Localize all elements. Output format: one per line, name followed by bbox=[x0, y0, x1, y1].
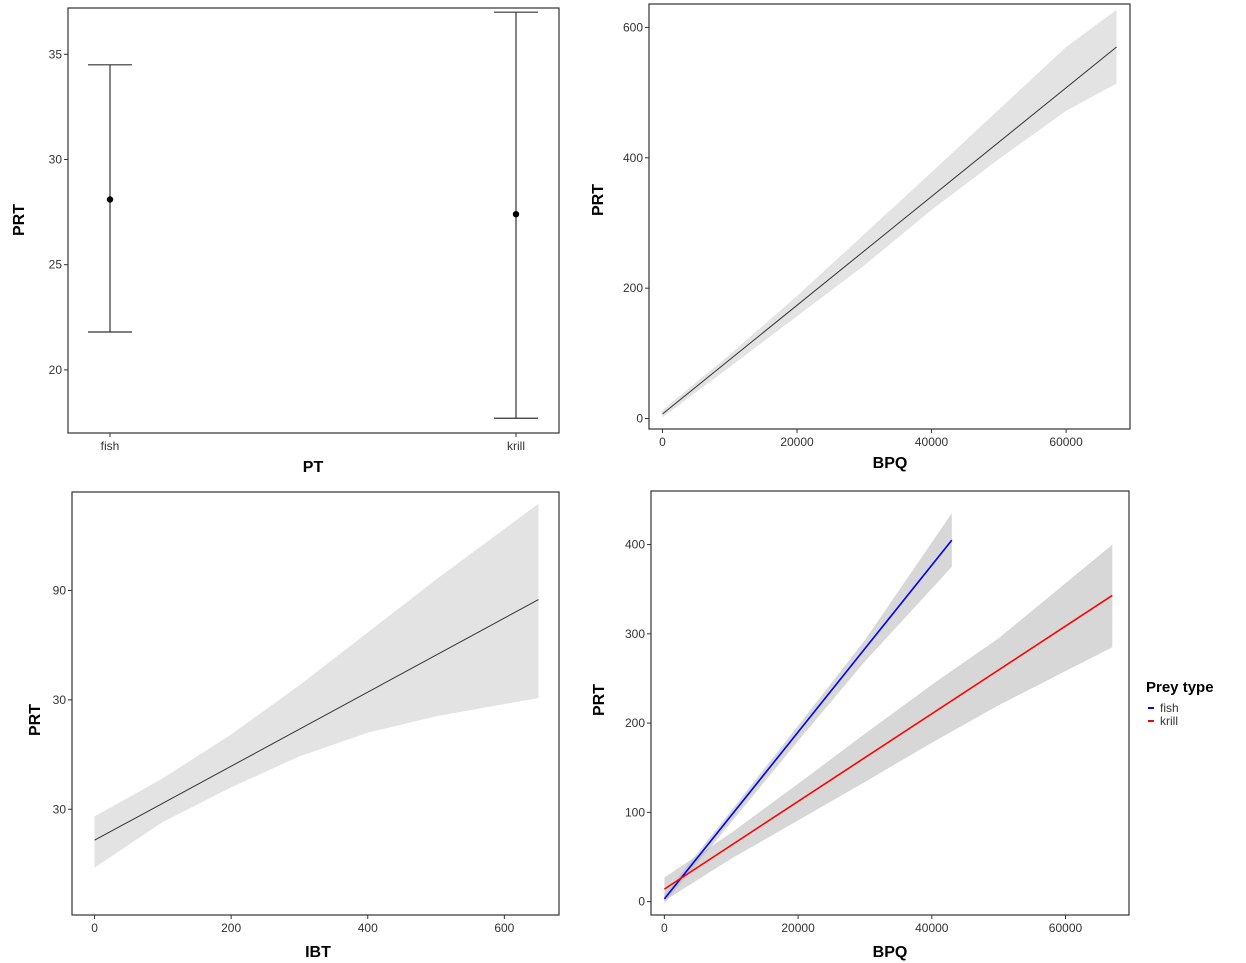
legend-title: Prey type bbox=[1146, 679, 1214, 696]
x-tick-label: krill bbox=[507, 439, 525, 453]
confidence-band-fish bbox=[664, 513, 952, 904]
x-tick-label: 0 bbox=[661, 921, 668, 935]
x-tick-label: 60000 bbox=[1049, 921, 1083, 935]
y-axis-title: PRT bbox=[11, 204, 28, 236]
regression-marks bbox=[663, 513, 1113, 904]
y-tick-label: 300 bbox=[625, 627, 645, 641]
regression-line bbox=[662, 46, 1117, 415]
y-axis-title: PRT bbox=[590, 184, 607, 216]
x-ticks: 0 20000 40000 60000 bbox=[659, 429, 1083, 449]
y-tick-label: 25 bbox=[49, 258, 63, 272]
y-axis-title: PRT bbox=[591, 684, 608, 716]
y-tick-label: 100 bbox=[625, 805, 645, 819]
errorbar-krill bbox=[494, 11, 538, 419]
legend-label-krill: krill bbox=[1160, 714, 1178, 728]
y-tick-label: 400 bbox=[625, 538, 645, 552]
y-ticks: 0 200 400 600 bbox=[623, 20, 649, 426]
y-ticks: 0 100 200 300 400 bbox=[625, 538, 651, 909]
plot-frame bbox=[67, 7, 560, 434]
panel-ibt-prt: 30 30 90 0 200 400 600 IBT PRT bbox=[27, 491, 560, 961]
x-tick-label: 0 bbox=[659, 435, 666, 449]
x-axis-title: BPQ bbox=[873, 944, 908, 961]
y-tick-label: 0 bbox=[638, 895, 645, 909]
x-axis-title: BPQ bbox=[873, 455, 908, 472]
panel-pt-prt: 20 25 30 35 fish krill PT PRT bbox=[11, 7, 560, 476]
errorbar-marks bbox=[88, 11, 538, 419]
confidence-band bbox=[662, 9, 1117, 418]
y-tick-label: 600 bbox=[623, 20, 643, 34]
y-tick-label: 0 bbox=[636, 412, 643, 426]
x-ticks: 0 200 400 600 bbox=[91, 915, 515, 935]
y-tick-label: 35 bbox=[49, 47, 63, 61]
y-tick-label: 90 bbox=[53, 583, 67, 597]
x-tick-label: 40000 bbox=[915, 921, 949, 935]
x-tick-label: 20000 bbox=[780, 435, 814, 449]
confidence-band-krill bbox=[664, 544, 1113, 901]
y-tick-label: 30 bbox=[49, 152, 63, 166]
y-tick-label: 20 bbox=[49, 363, 63, 377]
legend-label-fish: fish bbox=[1160, 701, 1179, 715]
regression-line-fish bbox=[663, 539, 953, 900]
x-tick-label: 60000 bbox=[1049, 435, 1083, 449]
x-tick-label: 20000 bbox=[781, 921, 815, 935]
x-tick-label: 600 bbox=[494, 921, 514, 935]
y-ticks: 30 30 90 bbox=[53, 583, 72, 816]
x-tick-label: 400 bbox=[358, 921, 378, 935]
panel-bpq-prt-by-prey: 0 100 200 300 400 0 20000 40000 60000 BPQ PRT P… bbox=[591, 490, 1214, 961]
x-ticks: 0 20000 40000 60000 bbox=[661, 915, 1082, 935]
regression-line-krill bbox=[663, 594, 1113, 890]
confidence-band bbox=[94, 503, 539, 868]
y-ticks: 20 25 30 35 bbox=[49, 47, 68, 377]
panel-bpq-prt: 0 200 400 600 0 20000 40000 60000 BPQ PRT bbox=[590, 3, 1131, 472]
errorbar-fish bbox=[88, 64, 132, 333]
x-tick-label: fish bbox=[101, 439, 120, 453]
regression-line bbox=[94, 599, 539, 841]
y-tick-label: 400 bbox=[623, 151, 643, 165]
x-tick-label: 200 bbox=[221, 921, 241, 935]
x-ticks: fish krill bbox=[101, 433, 525, 453]
y-tick-label: 30 bbox=[53, 693, 67, 707]
x-axis-title: IBT bbox=[305, 944, 331, 961]
y-tick-label: 30 bbox=[53, 802, 67, 816]
x-axis-title: PT bbox=[303, 459, 324, 476]
regression-marks bbox=[662, 9, 1117, 418]
x-tick-label: 40000 bbox=[915, 435, 949, 449]
y-tick-label: 200 bbox=[625, 716, 645, 730]
regression-marks bbox=[94, 503, 539, 868]
legend: Prey type fish krill bbox=[1146, 679, 1214, 728]
mean-point bbox=[106, 196, 114, 203]
y-axis-title: PRT bbox=[27, 704, 44, 736]
mean-point bbox=[512, 210, 520, 218]
x-tick-label: 0 bbox=[91, 921, 98, 935]
y-tick-label: 200 bbox=[623, 281, 643, 295]
